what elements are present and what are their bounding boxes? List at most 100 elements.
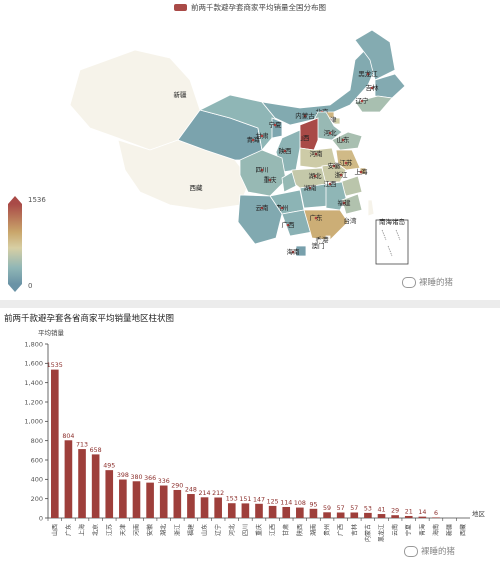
visual-map-max-handle[interactable] [8,196,22,204]
data-label: 290 [171,482,183,489]
x-tick-label: 浙江 [173,524,181,536]
bar[interactable] [309,508,318,518]
data-label: 713 [76,442,88,449]
province-山东[interactable]: 山东 [331,131,363,151]
bar[interactable] [200,497,209,518]
bar[interactable] [173,489,182,518]
province-新疆[interactable]: 新疆 [69,49,201,151]
x-tick-label: 江苏 [105,524,113,536]
province-label: 甘肃 [256,131,270,140]
bar[interactable] [64,440,73,518]
province-福建[interactable]: 福建 [338,193,363,215]
bar[interactable] [282,506,291,518]
province-label: 台湾 [344,216,358,225]
province-label: 山西 [297,133,311,142]
bar[interactable] [418,516,427,518]
x-tick-label: 江西 [270,524,277,536]
bar[interactable] [336,512,345,518]
province-黑龙江[interactable]: 黑龙江 [354,29,396,81]
province-label: 福建 [338,198,352,207]
x-tick-label: 辽宁 [214,524,222,536]
bar[interactable] [78,449,86,518]
x-tick-label: 湖南 [309,524,317,536]
bar[interactable] [323,512,331,518]
bar[interactable] [91,454,100,518]
province-label: 海南 [287,247,301,256]
x-tick-label: 天津 [120,524,127,536]
province-宁夏[interactable]: 宁夏 [269,117,283,139]
bar[interactable] [350,512,359,518]
data-label: 14 [418,509,426,516]
bar[interactable] [214,497,222,518]
province-label: 新疆 [174,90,188,99]
province-label: 南海诸岛 [379,217,405,226]
province-四川[interactable]: 四川 [239,149,287,197]
visual-map-min-handle[interactable] [8,284,22,292]
data-label: 495 [103,463,115,470]
province-江苏[interactable]: 江苏 [335,149,361,171]
province-吉林[interactable]: 吉林 [366,73,406,99]
data-label: 153 [226,496,238,503]
province-香港[interactable]: 香港 [316,235,331,244]
y-tick-label: 1,400 [24,379,43,387]
y-tick-label: 400 [31,476,43,484]
x-tick-label: 陕西 [296,524,304,536]
visual-map-legend[interactable]: 1536 0 [6,196,46,292]
bar[interactable] [241,503,250,518]
province-label: 辽宁 [356,96,370,105]
bar[interactable] [132,481,141,518]
province-label: 香港 [316,235,330,244]
data-label: 95 [309,501,317,508]
province-澳门[interactable]: 澳门 [312,239,325,250]
data-label: 151 [239,496,251,503]
province-台湾[interactable]: 台湾 [344,199,375,225]
province-label: 湖北 [309,171,323,180]
province-上海[interactable]: 上海 [355,167,369,176]
map-legend[interactable]: 前两千款避孕套商家平均销量全国分布图 [0,2,500,13]
province-海南[interactable]: 海南 [287,245,307,257]
bar[interactable] [364,512,372,518]
bar[interactable] [432,517,440,518]
bar[interactable] [255,503,263,518]
bar[interactable] [50,369,59,518]
y-tick-label: 1,600 [24,360,43,368]
bar[interactable] [146,482,154,518]
province-重庆[interactable]: 重庆 [264,171,297,193]
y-axis-label: 平均销量 [38,328,65,337]
data-label: 147 [253,496,265,503]
province-辽宁[interactable]: 辽宁 [354,95,393,113]
bar[interactable] [404,515,413,518]
province-label: 江苏 [340,158,354,167]
province-广东[interactable]: 广东 [303,209,349,241]
x-tick-label: 湖北 [160,524,168,536]
bar[interactable] [187,494,195,518]
data-label: 114 [280,499,292,506]
y-tick-label: 800 [31,437,43,445]
bar[interactable] [227,503,236,518]
x-tick-label: 山东 [201,524,209,536]
province-label: 上海 [355,167,369,176]
bar-chart: 平均销量地区 0 200 400 600 800 1,000 1,200 1,400 1,600 1… [24,328,485,542]
bar[interactable] [391,515,399,518]
province-江西[interactable]: 江西 [324,180,347,211]
province-label: 安徽 [328,161,342,170]
watermark-text: 裸睡的猪 [421,547,456,557]
province-西藏[interactable]: 西藏 [117,139,251,211]
data-label: 125 [267,498,279,505]
x-tick-label: 贵州 [323,524,331,536]
bar[interactable] [377,514,386,518]
bar-chart-panel: 前两千款避孕套各省商家平均销量地区柱状图 平均销量 地区 0 200 400 600 800… [0,308,500,578]
x-tick-label: 广西 [337,524,345,536]
data-label: 57 [350,505,358,512]
province-云南[interactable]: 云南 [237,194,283,245]
bar[interactable] [119,479,127,518]
bar[interactable] [268,505,277,518]
data-label: 214 [199,490,211,497]
bar[interactable] [105,470,114,518]
x-tick-label: 安徽 [146,524,154,536]
data-label: 57 [337,505,345,512]
bar[interactable] [296,507,304,518]
x-tick-label: 西藏 [459,524,467,536]
bar[interactable] [159,485,168,518]
x-tick-label: 甘肃 [282,524,290,536]
